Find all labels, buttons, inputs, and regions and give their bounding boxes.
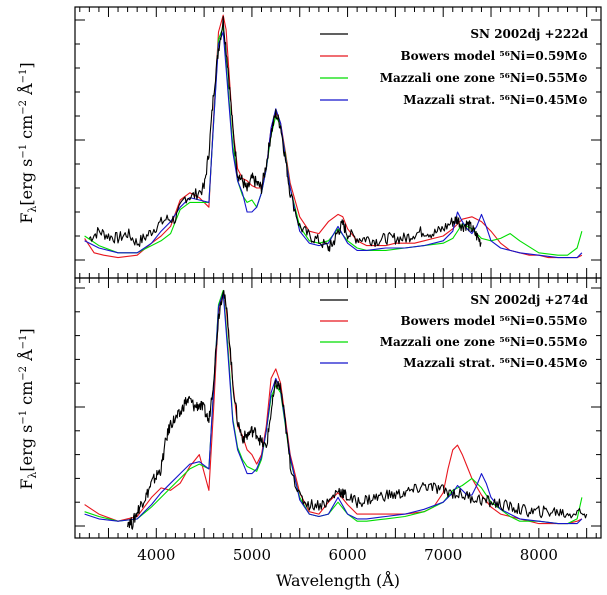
series-line-0 <box>88 15 482 252</box>
top-panel-legend: SN 2002dj +222d Bowers model ⁵⁶Ni=0.59M⊙ M… <box>320 27 589 107</box>
legend-label-2: Mazzali one zone ⁵⁶Ni=0.55M⊙ <box>380 71 588 85</box>
bottom-ylabel-close: ] <box>17 328 36 334</box>
x-tick-labels: 4000 5000 6000 7000 8000 <box>137 546 558 564</box>
top-ylabel-lambda-sub: λ <box>26 206 39 213</box>
x-tick-label: 8000 <box>520 546 558 564</box>
bottom-panel-ylabel: Fλ[erg s−1 cm−2 Å−1] <box>16 328 39 489</box>
series-line-1 <box>84 294 583 525</box>
top-ylabel-exp2: −2 <box>18 100 29 115</box>
top-panel-ylabel: Fλ[erg s−1 cm−2 Å−1] <box>16 62 39 223</box>
top-ylabel-f: F <box>17 213 36 224</box>
series-line-3 <box>84 292 583 525</box>
top-ylabel-units: [erg s <box>17 159 36 206</box>
bottom-panel-legend: SN 2002dj +274d Bowers model ⁵⁶Ni=0.55M⊙ M… <box>320 293 589 370</box>
bottom-panel-curves <box>84 289 588 530</box>
top-panel-curves <box>84 14 583 259</box>
legend-label-1: Bowers model ⁵⁶Ni=0.55M⊙ <box>401 314 589 328</box>
top-ylabel-close: ] <box>17 62 36 68</box>
bottom-ylabel-angstrom: Å <box>16 349 36 366</box>
legend-label-3: Mazzali strat. ⁵⁶Ni=0.45M⊙ <box>403 356 588 370</box>
bottom-panel-ticks <box>75 278 601 538</box>
top-panel-frame <box>74 6 602 279</box>
top-ylabel-exp3: −1 <box>18 69 29 84</box>
top-ylabel-cm: cm <box>17 115 36 144</box>
series-line-0 <box>127 290 588 530</box>
bottom-ylabel-f: F <box>17 479 36 490</box>
bottom-ylabel-units: [erg s <box>17 425 36 472</box>
legend-label-0: SN 2002dj +274d <box>470 293 588 307</box>
legend-label-0: SN 2002dj +222d <box>470 27 588 41</box>
x-tick-label: 7000 <box>424 546 462 564</box>
legend-label-1: Bowers model ⁵⁶Ni=0.59M⊙ <box>401 49 589 63</box>
x-tick-label: 5000 <box>233 546 271 564</box>
bottom-ylabel-exp3: −1 <box>18 335 29 350</box>
bottom-ylabel-lambda-sub: λ <box>26 472 39 479</box>
legend-label-3: Mazzali strat. ⁵⁶Ni=0.45M⊙ <box>403 93 588 107</box>
series-line-3 <box>84 31 583 259</box>
bottom-ylabel-exp1: −1 <box>18 410 29 425</box>
x-tick-label: 6000 <box>328 546 366 564</box>
top-ylabel-angstrom: Å <box>16 83 36 100</box>
top-ylabel-exp1: −1 <box>18 144 29 159</box>
bottom-ylabel-cm: cm <box>17 381 36 410</box>
bottom-panel: SN 2002dj +274d Bowers model ⁵⁶Ni=0.55M⊙ M… <box>16 277 602 539</box>
top-panel: SN 2002dj +222d Bowers model ⁵⁶Ni=0.59M⊙ M… <box>16 6 602 279</box>
x-tick-label: 4000 <box>137 546 175 564</box>
legend-label-2: Mazzali one zone ⁵⁶Ni=0.55M⊙ <box>380 335 588 349</box>
bottom-ylabel-exp2: −2 <box>18 366 29 381</box>
top-panel-ticks <box>75 7 601 278</box>
x-axis-label: Wavelength (Å) <box>276 570 400 590</box>
